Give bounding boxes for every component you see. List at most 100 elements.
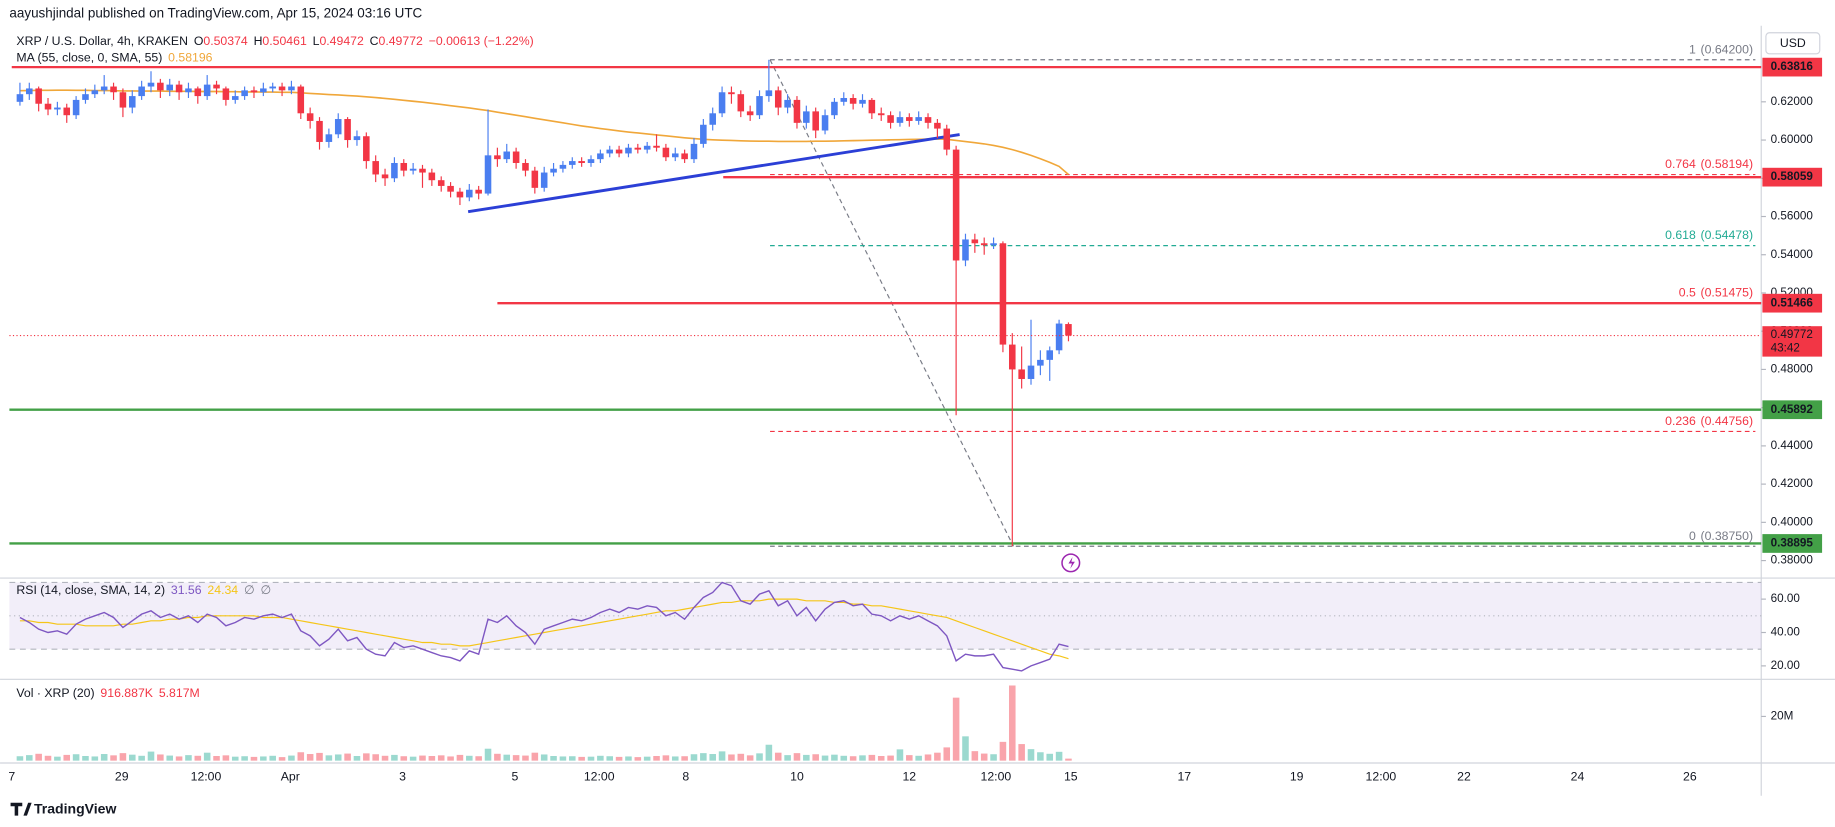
y-tick-label: 0.62000: [1771, 95, 1814, 108]
ohlc-key: L: [313, 34, 320, 48]
candle-body: [634, 147, 642, 150]
candle-body: [419, 168, 426, 173]
candle-body: [129, 96, 136, 108]
candle-body: [231, 96, 239, 100]
volume-bar: [999, 741, 1007, 761]
candle-body: [278, 86, 286, 91]
candle-body: [35, 88, 42, 104]
candle-body: [138, 86, 145, 97]
candle-body: [718, 92, 726, 114]
volume-bar: [700, 753, 707, 761]
volume-bar: [962, 736, 969, 761]
volume-bar: [877, 756, 885, 761]
y-tick-label: 20M: [1771, 710, 1794, 723]
volume-bar: [100, 754, 108, 761]
volume-bar: [690, 754, 698, 761]
volume-bar: [924, 754, 932, 761]
candle-body: [316, 120, 323, 142]
x-tick-label: 22: [1457, 769, 1471, 783]
candle-body: [540, 172, 548, 188]
volume-bar: [241, 756, 248, 761]
level-price-box: [1762, 167, 1823, 187]
symbol-title: XRP / U.S. Dollar, 4h, KRAKEN: [16, 34, 188, 48]
candle-body: [400, 162, 408, 171]
volume-bar: [625, 756, 632, 761]
ohlc-value: 0.50461: [262, 34, 307, 48]
fib-level-label: 0.764 (0.58194): [1665, 157, 1753, 171]
candle-body: [578, 161, 585, 163]
volume-bar: [484, 748, 492, 761]
candle-body: [728, 92, 735, 95]
rsi-legend-value: 31.56: [171, 583, 202, 597]
volume-bar: [147, 751, 155, 761]
trendline: [467, 133, 960, 214]
volume-bar: [260, 756, 267, 761]
fib-level-label: 0.618 (0.54478): [1665, 228, 1753, 242]
volume-bar: [437, 755, 445, 761]
candle-body: [756, 96, 763, 116]
volume-bar: [550, 756, 557, 761]
x-tick-label: 12:00: [1366, 769, 1397, 783]
x-tick-label: 12:00: [191, 769, 222, 783]
level-price-label: 0.51466: [1771, 296, 1814, 309]
candle-body: [690, 143, 698, 160]
volume-bar: [110, 755, 117, 761]
candle-body: [1018, 369, 1025, 379]
candle-body: [44, 103, 52, 110]
volume-bar: [91, 756, 99, 761]
volume-bar: [990, 754, 997, 761]
x-tick-label: 3: [399, 769, 406, 783]
volume-bar: [409, 756, 417, 761]
volume-bar: [971, 751, 979, 761]
volume-bar: [784, 755, 791, 761]
candle-body: [54, 107, 61, 110]
candle-body: [774, 90, 782, 108]
volume-bar: [952, 697, 960, 761]
candle-body: [1009, 344, 1016, 370]
volume-bar: [980, 753, 988, 761]
candle-body: [831, 101, 838, 116]
candle-body: [166, 84, 174, 91]
y-tick-label: 20.00: [1771, 659, 1801, 672]
volume-bar: [943, 747, 951, 761]
logo-icon: [10, 802, 32, 816]
volume-bar: [756, 753, 763, 761]
candle-body: [980, 243, 988, 246]
rsi-legend-value: 24.34: [207, 583, 238, 597]
candle-body: [643, 145, 651, 150]
volume-bar: [250, 756, 258, 761]
candle-body: [569, 161, 576, 165]
fib-level: 0.618: [1665, 228, 1696, 242]
volume-bar: [1055, 751, 1063, 761]
volume-bar: [578, 756, 585, 761]
fib-level-label: 0.5 (0.51475): [1679, 286, 1753, 300]
candle-body: [840, 97, 848, 102]
candle-body: [1055, 323, 1063, 351]
currency: USD: [1780, 36, 1806, 50]
candle-body: [26, 88, 33, 95]
candle-body: [803, 111, 810, 123]
volume-bar: [803, 754, 810, 761]
ohlc-key: O: [194, 34, 204, 48]
volume-bar: [82, 756, 89, 761]
volume-bar: [334, 754, 342, 761]
candle-body: [203, 84, 211, 97]
candle-body: [746, 111, 754, 116]
candle-body: [1027, 365, 1035, 379]
volume-legend-value: 916.887K: [100, 686, 153, 700]
ohlc-key: C: [370, 34, 379, 48]
fib-price: (0.38750): [1701, 529, 1754, 543]
currency-box[interactable]: [1765, 32, 1821, 55]
candle-body: [288, 86, 295, 91]
volume-bar: [372, 754, 379, 761]
y-tick-label: 0.56000: [1771, 210, 1814, 223]
candle-body: [971, 239, 979, 244]
candle-body: [812, 111, 819, 131]
volume-bar: [16, 756, 24, 761]
volume-bar: [934, 752, 941, 761]
y-tick-label: 0.54000: [1771, 248, 1814, 261]
ma-value: 0.58196: [168, 51, 213, 65]
y-tick-label: 0.60000: [1771, 133, 1814, 146]
x-tick-label: 8: [682, 769, 689, 783]
